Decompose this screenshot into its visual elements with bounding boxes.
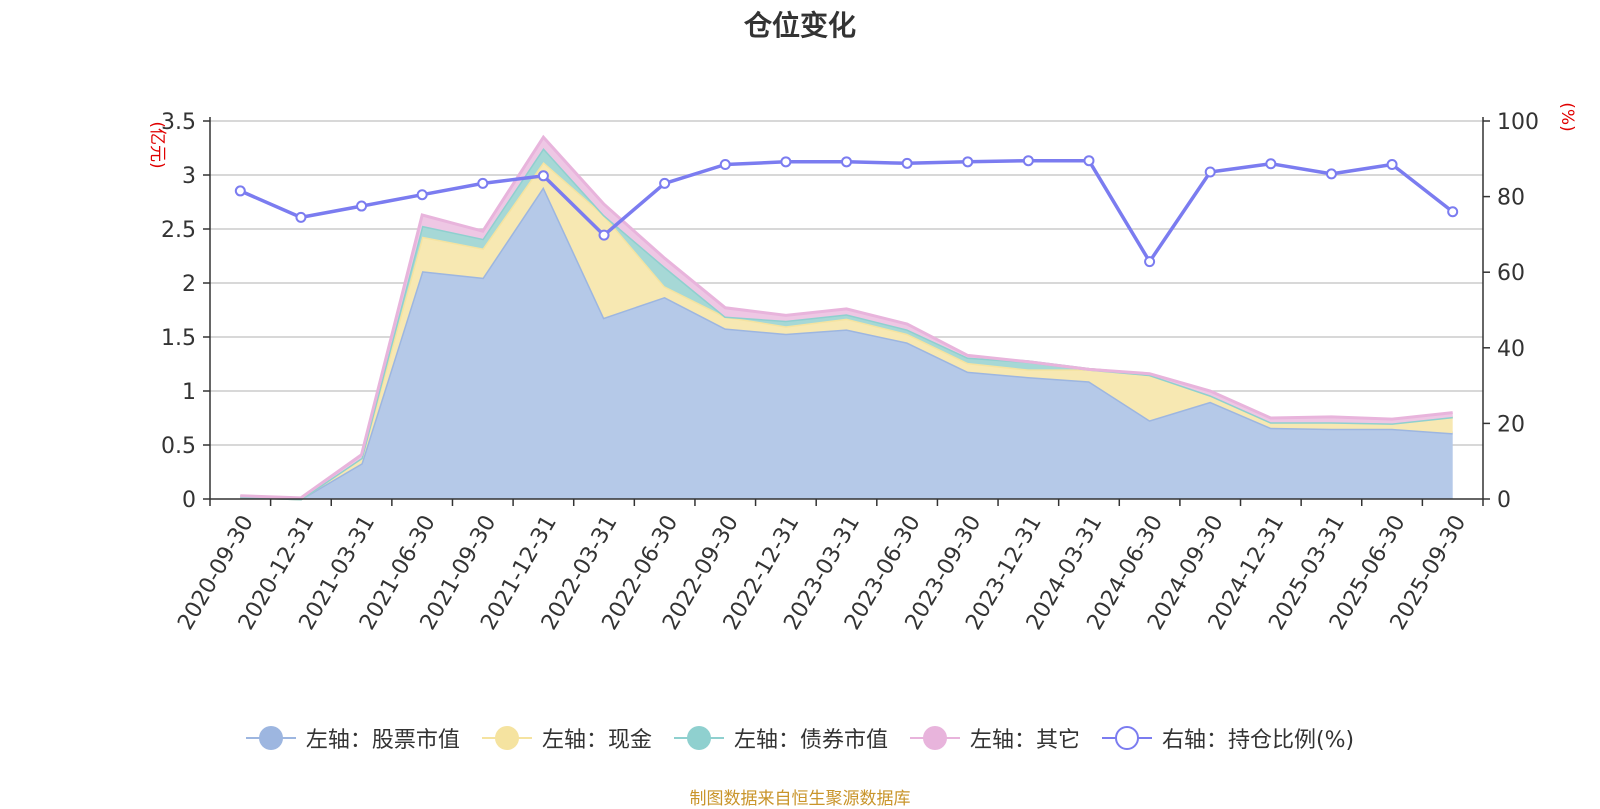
line-point <box>901 157 913 169</box>
area-edge-左轴：其它 <box>240 134 1453 500</box>
legend-swatch <box>1101 725 1152 751</box>
line-point <box>780 156 792 168</box>
legend: 左轴：股票市值 左轴：现金 左轴：债券市值 左轴：其它 右轴：持仓比例(%) <box>0 722 1600 754</box>
line-point <box>1144 256 1156 268</box>
legend-label: 右轴：持仓比例(%) <box>1161 728 1355 753</box>
legend-item[interactable]: 左轴：其它 <box>909 722 1080 754</box>
line-point <box>1447 206 1459 218</box>
line-point <box>1325 168 1337 180</box>
right-axis-tick-label: 60 <box>1497 261 1525 286</box>
left-axis-tick-label: 0 <box>182 488 196 513</box>
legend-swatch <box>481 725 532 751</box>
left-axis-tick-label: 2.5 <box>161 218 196 243</box>
legend-swatch <box>673 725 724 751</box>
legend-label: 左轴：其它 <box>969 728 1080 753</box>
line-point <box>1265 158 1277 170</box>
chart-title: 仓位变化 <box>743 9 856 42</box>
chart-plot: 00.511.522.533.50204060801002020-09-3020… <box>147 102 1577 634</box>
line-point <box>295 211 307 223</box>
legend-label: 左轴：债券市值 <box>733 728 888 753</box>
legend-item[interactable]: 左轴：债券市值 <box>673 722 888 754</box>
right-axis-tick-label: 40 <box>1497 337 1525 362</box>
line-point <box>962 156 974 168</box>
left-axis-tick-label: 1 <box>182 380 196 405</box>
legend-swatch <box>245 725 296 751</box>
line-point <box>537 170 549 182</box>
legend-item[interactable]: 左轴：现金 <box>481 722 652 754</box>
left-axis-tick-label: 1.5 <box>161 326 196 351</box>
right-axis-tick-label: 0 <box>1497 488 1511 513</box>
line-point <box>356 200 368 212</box>
legend-item[interactable]: 左轴：股票市值 <box>245 722 460 754</box>
line-point <box>416 189 428 201</box>
legend-label: 左轴：现金 <box>541 728 652 753</box>
left-axis-tick-label: 0.5 <box>161 434 196 459</box>
right-axis-tick-label: 80 <box>1497 186 1525 211</box>
area-series <box>240 134 1453 501</box>
line-series <box>234 155 1459 268</box>
right-axis-tick-label: 100 <box>1497 110 1539 135</box>
line-point <box>1204 166 1216 178</box>
line-point <box>1386 158 1398 170</box>
line-point <box>477 177 489 189</box>
line-point <box>234 185 246 197</box>
line-point <box>1083 155 1095 167</box>
left-axis-tick-label: 2 <box>182 272 196 297</box>
right-axis-tick-label: 20 <box>1497 412 1525 437</box>
legend-label: 左轴：股票市值 <box>305 728 460 753</box>
area-左轴：现金 <box>240 162 1453 499</box>
left-axis-tick-label: 3.5 <box>161 110 196 135</box>
legend-item[interactable]: 右轴：持仓比例(%) <box>1101 722 1355 754</box>
source-note: 制图数据来自恒生聚源数据库 <box>689 789 911 809</box>
line-point <box>659 177 671 189</box>
left-axis-unit: (亿元) <box>147 121 167 168</box>
right-axis-unit: (%) <box>1557 102 1577 131</box>
line-point <box>841 156 852 168</box>
line-point <box>598 229 610 241</box>
legend-swatch <box>909 725 960 751</box>
line-point <box>719 158 731 170</box>
left-axis-tick-label: 3 <box>182 164 196 189</box>
line-point <box>1022 155 1034 167</box>
